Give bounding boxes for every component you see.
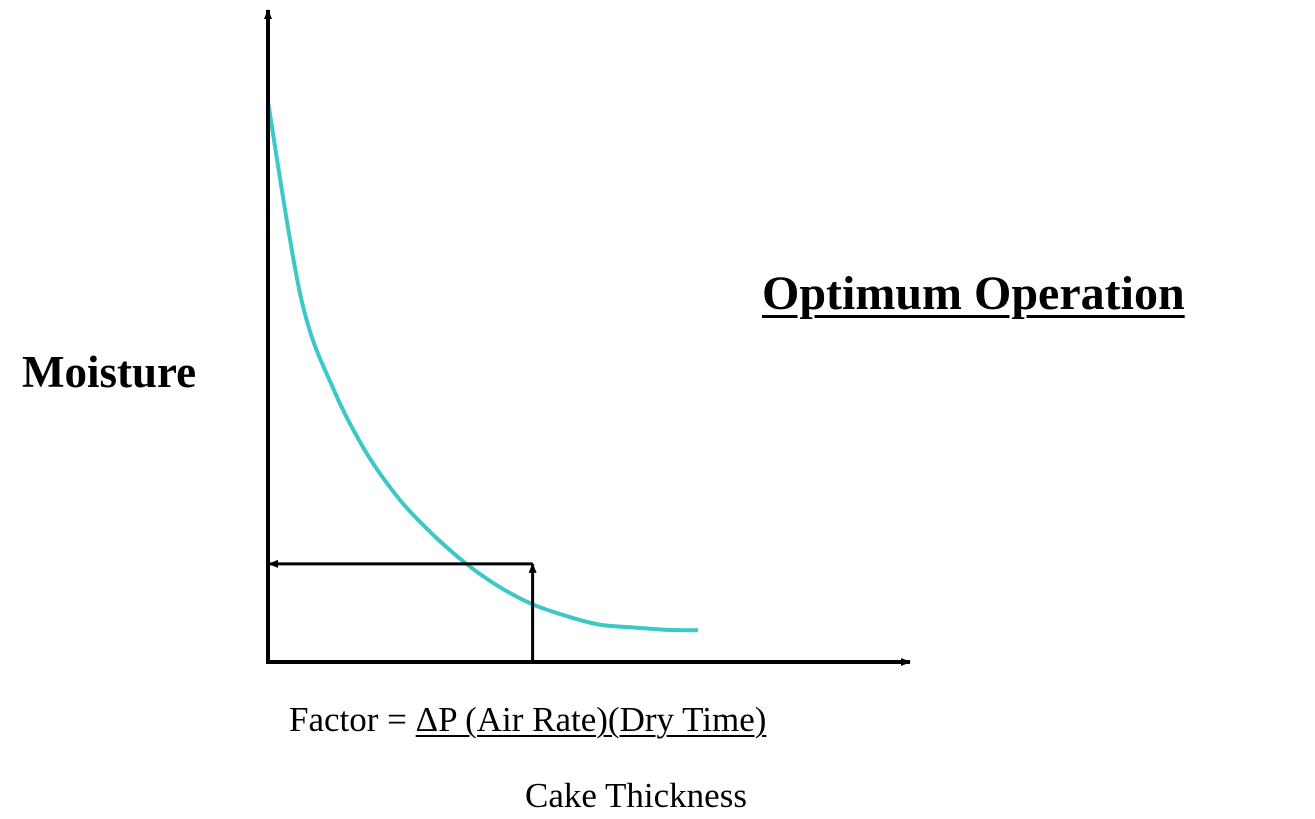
formula-prefix: Factor = — [289, 700, 416, 739]
formula-denominator: Cake Thickness — [525, 776, 747, 815]
moisture-curve — [266, 101, 699, 633]
formula-numerator: ΔP (Air Rate)(Dry Time) — [415, 700, 767, 739]
chart-title: Optimum Operation — [762, 267, 1185, 320]
y-axis-label: Moisture — [22, 347, 197, 397]
factor-formula: Factor = ΔP (Air Rate)(Dry Time) — [289, 700, 766, 740]
